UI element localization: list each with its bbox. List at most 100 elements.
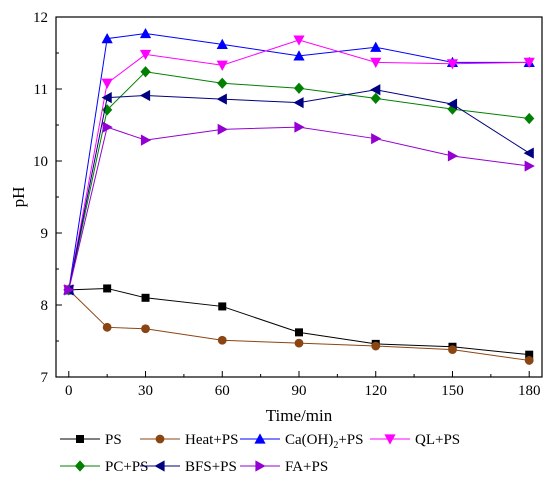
- series-line: [68, 126, 530, 290]
- data-point: [102, 121, 113, 133]
- x-tick-label: 150: [441, 383, 464, 399]
- legend-item: QL+PS: [370, 432, 460, 448]
- x-tick-label: 90: [292, 383, 307, 399]
- series-3: [63, 35, 535, 296]
- series-4: [63, 66, 535, 296]
- data-point: [295, 328, 303, 337]
- x-tick-label: 60: [215, 383, 230, 399]
- data-point: [447, 150, 459, 162]
- x-axis-title: Time/min: [266, 406, 333, 425]
- legend-item: BFS+PS: [140, 459, 237, 475]
- data-point: [216, 60, 228, 71]
- y-tick-label: 10: [33, 154, 48, 170]
- legend-marker: [155, 434, 165, 444]
- series-line: [68, 289, 530, 361]
- x-tick-label: 0: [65, 383, 73, 399]
- x-tick-label: 180: [518, 383, 541, 399]
- data-point: [216, 93, 227, 105]
- axis-ticks: [56, 16, 530, 378]
- data-point: [141, 324, 150, 334]
- x-tick-label: 30: [138, 383, 153, 399]
- data-point: [294, 121, 305, 133]
- data-point: [370, 57, 382, 68]
- series-layer: [63, 27, 535, 365]
- x-tick-label: 120: [364, 383, 387, 399]
- data-point: [293, 82, 305, 94]
- data-point: [217, 335, 227, 345]
- data-point: [64, 284, 75, 296]
- legend-marker: [254, 433, 266, 444]
- y-tick-labels: 7 8 9 10 11 12: [33, 10, 49, 386]
- legend-label: QL+PS: [415, 432, 460, 448]
- legend-label: Heat+PS: [185, 432, 238, 448]
- y-tick-label: 9: [41, 226, 49, 242]
- data-point: [523, 147, 534, 159]
- data-point: [141, 293, 150, 302]
- series-line: [68, 39, 530, 290]
- data-point: [293, 97, 304, 109]
- data-point: [371, 133, 382, 145]
- data-point: [101, 33, 113, 44]
- data-point: [140, 66, 151, 78]
- data-point: [293, 35, 305, 46]
- legend-item: PC+PS: [60, 459, 149, 475]
- plot-area-frame: [55, 16, 543, 378]
- x-tick-labels: 0 30 60 90 120 150 180: [65, 383, 540, 399]
- data-point: [217, 77, 228, 89]
- legend-item: Heat+PS: [140, 432, 238, 448]
- data-point: [101, 78, 113, 89]
- legend-label: BFS+PS: [185, 459, 237, 475]
- series-line: [68, 71, 530, 290]
- legend-label: PS: [105, 432, 122, 448]
- y-axis-title: pH: [9, 187, 28, 208]
- data-point: [101, 92, 112, 104]
- series-2: [63, 27, 535, 295]
- data-point: [293, 50, 305, 61]
- data-point: [139, 49, 152, 61]
- data-point: [446, 98, 458, 110]
- legend-label: Ca(OH)2+PS: [285, 432, 363, 451]
- legend-marker: [154, 460, 165, 472]
- data-point: [102, 322, 112, 332]
- data-point: [524, 356, 534, 365]
- data-point: [370, 92, 381, 104]
- legend-marker: [384, 434, 396, 445]
- data-point: [446, 59, 459, 70]
- y-tick-label: 12: [33, 10, 48, 26]
- legend-marker: [255, 460, 266, 472]
- series-line: [68, 89, 530, 290]
- data-point: [523, 57, 535, 68]
- y-tick-label: 11: [34, 82, 48, 98]
- data-point: [524, 160, 535, 172]
- legend: PS Heat+PS Ca(OH)2+PS QL+PS PC+PS BFS+PS FA+PS: [60, 432, 460, 475]
- series-5: [63, 84, 534, 296]
- data-point: [448, 345, 457, 355]
- legend-marker: [74, 460, 86, 472]
- series-line: [68, 287, 530, 356]
- legend-item: FA+PS: [240, 459, 328, 475]
- legend-label: FA+PS: [285, 459, 328, 475]
- y-tick-label: 7: [41, 370, 49, 386]
- legend-marker: [76, 435, 84, 443]
- data-point: [139, 27, 152, 39]
- data-point: [103, 284, 112, 293]
- data-point: [294, 338, 304, 348]
- data-point: [370, 41, 382, 52]
- series-1: [64, 285, 534, 365]
- legend-item: Ca(OH)2+PS: [240, 432, 363, 451]
- data-point: [218, 302, 227, 311]
- data-point: [525, 350, 534, 359]
- data-point: [370, 84, 381, 96]
- data-point: [524, 112, 535, 125]
- data-point: [140, 134, 152, 146]
- data-point: [217, 123, 228, 135]
- legend-item: PS: [60, 432, 122, 448]
- series-line: [68, 33, 530, 290]
- data-point: [216, 38, 228, 49]
- y-tick-label: 8: [41, 298, 49, 314]
- data-point: [371, 341, 381, 351]
- series-6: [64, 121, 535, 296]
- data-point: [139, 89, 151, 102]
- legend-label: PC+PS: [105, 459, 149, 475]
